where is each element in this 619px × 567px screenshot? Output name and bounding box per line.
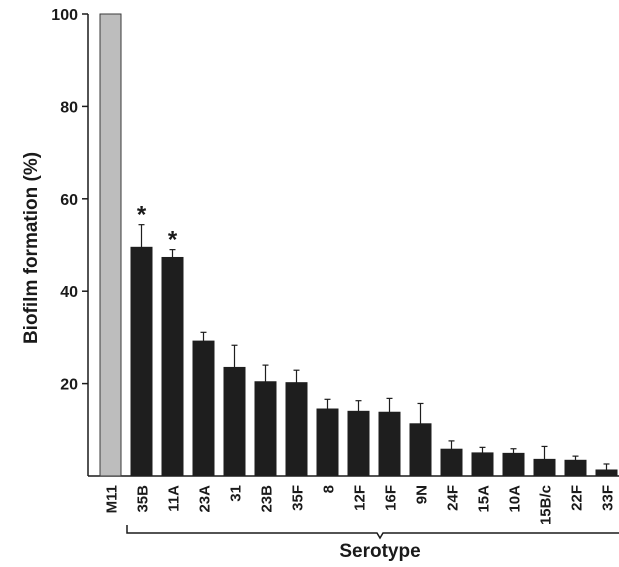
bar-24F xyxy=(440,448,463,477)
x-axis-labels: M11 35B 11A 23A 31 23B 35F 8 12F 16F 9N 24F 15A 10A 15… xyxy=(104,485,617,525)
x-tick-label: 16F xyxy=(383,485,400,511)
x-tick-label: 24F xyxy=(445,485,462,511)
bar-22F xyxy=(564,459,587,477)
x-tick-label: 10A xyxy=(507,485,524,513)
bar-33F xyxy=(595,469,618,477)
bar-16F xyxy=(378,411,401,477)
y-axis-title: Biofilm formation (%) xyxy=(21,152,42,344)
bar-35B xyxy=(130,246,153,477)
x-tick-label: 8 xyxy=(321,485,338,493)
x-tick-label: 35B xyxy=(135,485,152,513)
bar-M11 xyxy=(99,13,122,477)
x-tick-label: 15B/c xyxy=(538,485,555,525)
significance-marker: * xyxy=(168,227,178,254)
y-tick-label: 20 xyxy=(60,377,78,394)
x-tick-label: 31 xyxy=(228,485,245,502)
bar-10A xyxy=(502,452,525,477)
x-tick-label: 9N xyxy=(414,485,431,504)
bars: ** xyxy=(99,13,618,477)
serotype-bracket xyxy=(126,525,619,540)
x-tick-label: 22F xyxy=(569,485,586,511)
significance-marker: * xyxy=(137,202,147,229)
x-tick-label: 12F xyxy=(352,485,369,511)
x-tick-label: 35F xyxy=(290,485,307,511)
x-tick-label: 23B xyxy=(259,485,276,513)
bar-23B xyxy=(254,381,277,477)
bar-23A xyxy=(192,340,215,477)
bar-15B-c xyxy=(533,458,556,477)
bar-11A xyxy=(161,256,184,477)
bar-15A xyxy=(471,452,494,477)
x-tick-label: 11A xyxy=(166,485,183,512)
y-tick-label: 40 xyxy=(60,284,78,301)
bar-31 xyxy=(223,366,246,477)
x-tick-label: 23A xyxy=(197,485,214,513)
x-axis-title: Serotype xyxy=(339,541,420,562)
x-tick-label: 15A xyxy=(476,485,493,513)
x-tick-label: M11 xyxy=(104,485,121,513)
y-tick-label: 80 xyxy=(60,99,78,116)
bar-35F xyxy=(285,382,308,477)
y-tick-label: 60 xyxy=(60,192,78,209)
bar-12F xyxy=(347,410,370,477)
bar-8 xyxy=(316,408,339,477)
bar-9N xyxy=(409,423,432,477)
y-tick-label: 100 xyxy=(51,7,78,24)
x-tick-label: 33F xyxy=(600,485,617,511)
